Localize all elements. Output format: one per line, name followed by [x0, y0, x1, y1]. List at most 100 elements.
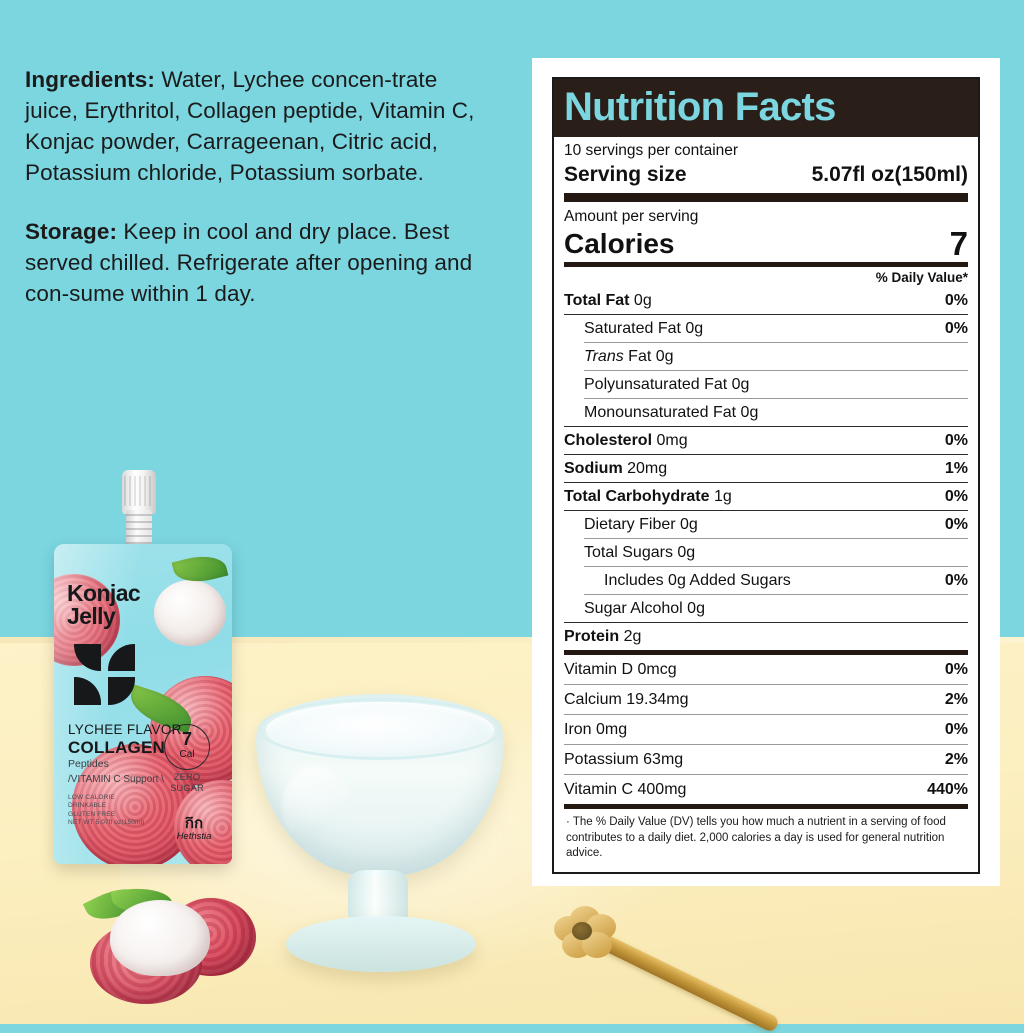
product-pouch: Konjac Jelly LYCHEE FLAVOR COLLAGEN Pept…	[48, 468, 238, 868]
nutrient-name: Cholesterol 0mg	[564, 432, 688, 449]
calorie-badge: 7 Cal	[164, 724, 210, 770]
row-divider	[564, 744, 968, 745]
micronutrient-name: Calcium 19.34mg	[564, 691, 689, 708]
serving-size-label: Serving size	[564, 163, 687, 186]
nutrient-daily-value: 1%	[944, 460, 968, 477]
micronutrient-rows: Vitamin D 0mcg 0% Calcium 19.34mg 2% Iron 0m…	[564, 655, 968, 804]
calorie-badge-number: 7	[181, 729, 192, 749]
pouch-flavor-label: LYCHEE FLAVOR	[68, 722, 182, 737]
pouch-body: Konjac Jelly LYCHEE FLAVOR COLLAGEN Pept…	[54, 544, 232, 864]
lychee-fruit-group	[62, 878, 262, 1018]
nutrition-facts-card: Nutrition Facts 10 servings per containe…	[532, 58, 1000, 886]
daily-value-footnote: · The % Daily Value (DV) tells you how m…	[566, 816, 946, 859]
nutrient-row: Polyunsaturated Fat 0g	[564, 371, 968, 398]
row-divider	[564, 774, 968, 775]
micronutrient-name: Potassium 63mg	[564, 751, 684, 768]
nutrient-name: Trans Fat 0g	[584, 348, 674, 365]
gold-flower-spoon	[530, 900, 790, 1033]
micronutrient-name: Vitamin D 0mcg	[564, 661, 677, 678]
pouch-brand-line1: Konjac	[67, 580, 141, 606]
nutrient-daily-value: 0%	[944, 292, 968, 309]
bowl-rim	[258, 698, 502, 760]
nutrient-row: Sugar Alcohol 0g	[564, 595, 968, 622]
maker-logo: ก̃ก Hethstia	[172, 816, 216, 842]
daily-value-header: % Daily Value*	[875, 270, 968, 285]
pouch-small-print-line: DRINKABLE	[68, 802, 107, 810]
pouch-brand-name: Konjac Jelly	[67, 580, 141, 628]
ingredients-paragraph: Ingredients: Water, Lychee concen-trate …	[25, 64, 495, 188]
storage-label: Storage:	[25, 219, 118, 244]
pouch-peeled-lychee-art	[154, 580, 226, 646]
pouch-small-print-line: LOW CALORIE	[68, 794, 115, 801]
nutrition-facts-panel: Nutrition Facts 10 servings per containe…	[552, 77, 980, 874]
servings-per-container: 10 servings per container	[564, 142, 739, 159]
ingredients-label: Ingredients:	[25, 67, 155, 92]
pouch-vitaminc-label: /VITAMIN C Support \	[68, 774, 164, 785]
maker-name: Hethstia	[176, 831, 212, 842]
product-copy-block: Ingredients: Water, Lychee concen-trate …	[25, 64, 495, 309]
nutrient-row: Monounsaturated Fat 0g	[564, 399, 968, 426]
nutrient-name: Total Sugars 0g	[584, 544, 696, 561]
calories-row: Calories 7	[564, 227, 968, 262]
amount-per-serving-label: Amount per serving	[564, 208, 699, 225]
nutrient-row: Protein 2g	[564, 623, 968, 650]
row-divider	[564, 714, 968, 715]
divider-med-footnote	[564, 804, 968, 809]
nutrient-row: Dietary Fiber 0g 0%	[564, 511, 968, 538]
divider-med-micros	[564, 650, 968, 655]
nutrient-row: Total Carbohydrate 1g 0%	[564, 483, 968, 510]
divider-med-calories	[564, 262, 968, 267]
storage-text: Keep in cool and dry place. Best served …	[25, 219, 473, 306]
calorie-badge-unit: Cal	[179, 749, 195, 760]
pouch-collagen-label: COLLAGEN	[68, 738, 165, 757]
nutrient-daily-value: 0%	[944, 572, 968, 589]
micronutrient-name: Vitamin C 400mg	[564, 781, 687, 798]
nutrient-name: Sugar Alcohol 0g	[584, 600, 705, 617]
nutrient-row: Cholesterol 0mg 0%	[564, 427, 968, 454]
micronutrient-daily-value: 440%	[927, 781, 968, 798]
maker-mark-icon: ก̃ก	[184, 815, 204, 832]
nutrient-row: Includes 0g Added Sugars 0%	[564, 567, 968, 594]
lychee-flesh	[110, 900, 210, 976]
nutrient-name: Includes 0g Added Sugars	[604, 572, 791, 589]
micronutrient-row: Vitamin D 0mcg 0%	[564, 655, 968, 684]
bowl-base	[286, 916, 476, 972]
row-divider	[584, 594, 968, 595]
row-divider	[584, 370, 968, 371]
nutrient-daily-value: 0%	[944, 488, 968, 505]
nutrient-row: Saturated Fat 0g 0%	[564, 315, 968, 342]
pouch-small-print-line: GLUTEN FREE	[68, 810, 116, 818]
nutrient-row: Trans Fat 0g	[564, 343, 968, 370]
micronutrient-row: Calcium 19.34mg 2%	[564, 685, 968, 714]
ingredients-text: Water, Lychee concen-trate juice, Erythr…	[25, 67, 475, 185]
nutrient-row: Sodium 20mg 1%	[564, 455, 968, 482]
micronutrient-name: Iron 0mg	[564, 721, 628, 738]
row-divider	[564, 510, 968, 511]
serving-size-value: 5.07fl oz(150ml)	[811, 163, 968, 186]
spoon-flower-bowl-icon	[552, 906, 616, 964]
row-divider	[564, 622, 968, 623]
row-divider	[564, 684, 968, 685]
calories-value: 7	[949, 225, 968, 262]
micronutrient-daily-value: 0%	[944, 721, 968, 738]
calories-label: Calories	[564, 228, 675, 259]
pouch-small-print-line: NET WT 5.07fl oz(150ml)	[68, 819, 145, 827]
serving-size-row: Serving size 5.07fl oz(150ml)	[564, 161, 968, 190]
pouch-small-print: LOW CALORIE DRINKABLE GLUTEN FREE NET WT 5.…	[68, 794, 144, 828]
nutrient-rows: Total Fat 0g 0% Saturated Fat 0g 0% Trans Fa…	[564, 287, 968, 650]
bowl-cup	[256, 694, 504, 884]
nutrient-name: Total Carbohydrate 1g	[564, 488, 732, 505]
nutrition-facts-body: 10 servings per container Serving size 5…	[554, 137, 978, 872]
row-divider	[564, 454, 968, 455]
pouch-spout	[126, 510, 152, 550]
micronutrient-row: Vitamin C 400mg 440%	[564, 775, 968, 804]
micronutrient-row: Potassium 63mg 2%	[564, 745, 968, 774]
nutrition-facts-title: Nutrition Facts	[564, 85, 836, 129]
row-divider	[564, 314, 968, 315]
micronutrient-row: Iron 0mg 0%	[564, 715, 968, 744]
micronutrient-daily-value: 0%	[944, 661, 968, 678]
nutrient-name: Sodium 20mg	[564, 460, 668, 477]
storage-paragraph: Storage: Keep in cool and dry place. Bes…	[25, 216, 495, 309]
zero-sugar-line: ZERO	[173, 772, 201, 783]
